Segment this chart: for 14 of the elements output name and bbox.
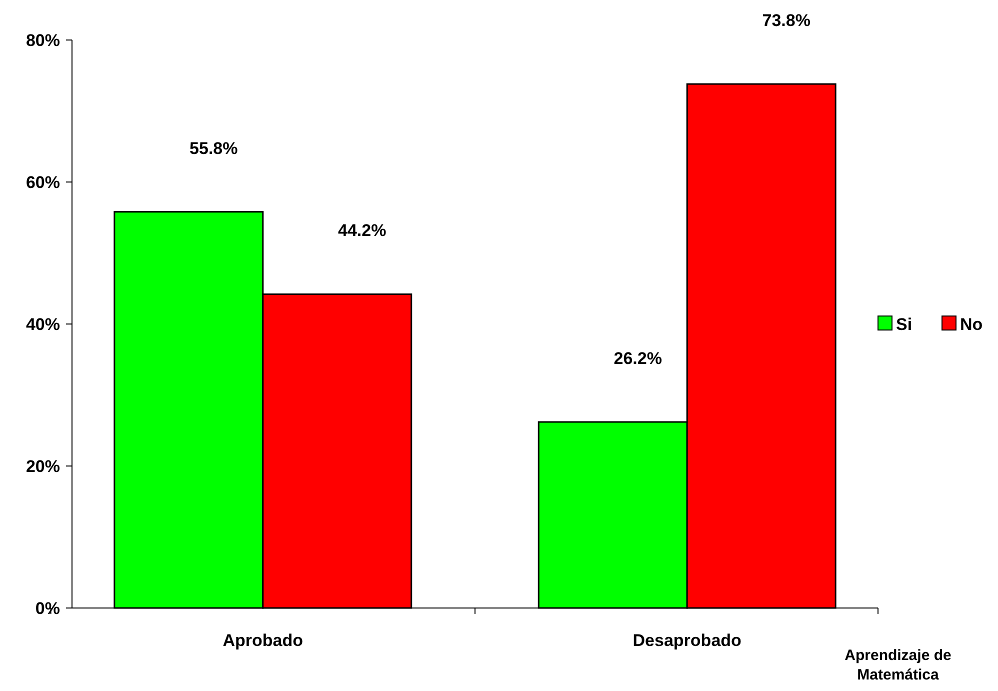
x-tick-label: Desaprobado [632,631,742,650]
y-tick-label: 20% [26,456,60,476]
data-label: 26.2% [614,348,662,368]
data-label: 73.8% [762,11,810,30]
y-tick-label: 60% [26,172,60,192]
x-axis-title: Aprendizaje de Matemática [844,647,952,684]
data-label: 55.8% [190,138,238,158]
y-tick-label: 0% [35,598,60,618]
data-label: 44.2% [338,221,386,240]
legend-label: Si [896,314,912,334]
legend-label: No [960,314,983,334]
x-tick-label: Aprobado [222,631,304,650]
y-tick-label: 80% [26,30,60,50]
y-tick-label: 40% [26,314,60,334]
